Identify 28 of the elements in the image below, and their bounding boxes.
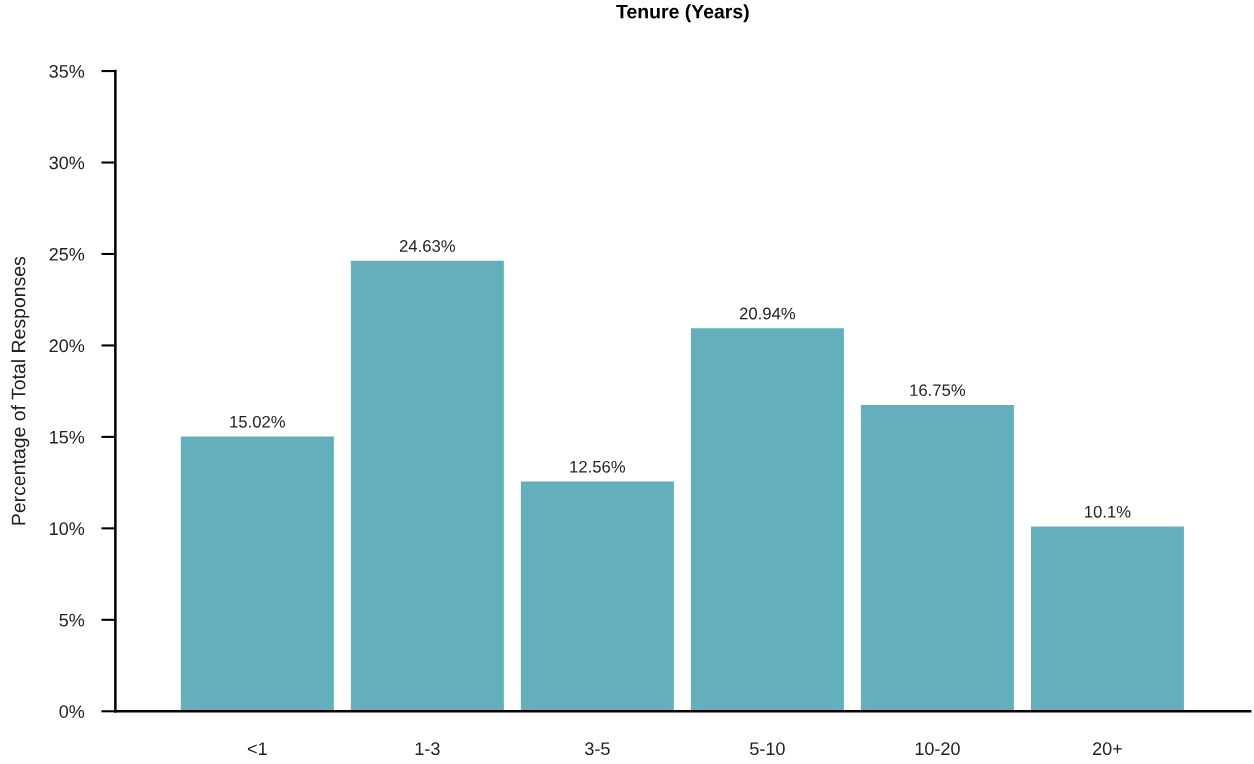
y-axis-title: Percentage of Total Responses: [11, 256, 30, 525]
y-tick-label: 35%: [49, 64, 85, 78]
bar: [180, 436, 334, 712]
x-tick-label: 5-10: [750, 742, 785, 756]
data-label: 12.56%: [570, 460, 626, 473]
data-label: 20.94%: [739, 307, 796, 320]
bar: [860, 404, 1014, 712]
y-tick-label: 25%: [49, 247, 85, 261]
x-tick-label: 3-5: [585, 742, 610, 756]
chart-title: Tenure (Years): [616, 4, 749, 23]
y-tick-label: 15%: [50, 430, 85, 444]
y-tick-label: 10%: [50, 522, 85, 536]
y-tick-label: 30%: [49, 156, 85, 170]
data-label: 24.63%: [399, 240, 456, 252]
y-tick-label: 0%: [59, 705, 85, 718]
bar: [690, 328, 844, 712]
data-label: 10.1%: [1085, 505, 1131, 518]
x-tick-label: 20+: [1093, 742, 1122, 756]
data-label: 15.02%: [230, 415, 286, 428]
x-tick-label: 10-20: [915, 742, 960, 756]
data-label: 16.75%: [910, 384, 966, 397]
bar: [1030, 526, 1184, 712]
bar: [520, 481, 674, 712]
bar: [350, 260, 504, 712]
y-tick-label: 20%: [49, 339, 85, 353]
x-tick-label: <1: [247, 742, 267, 755]
y-tick-label: 5%: [59, 613, 85, 627]
x-tick-label: 1-3: [415, 742, 440, 756]
